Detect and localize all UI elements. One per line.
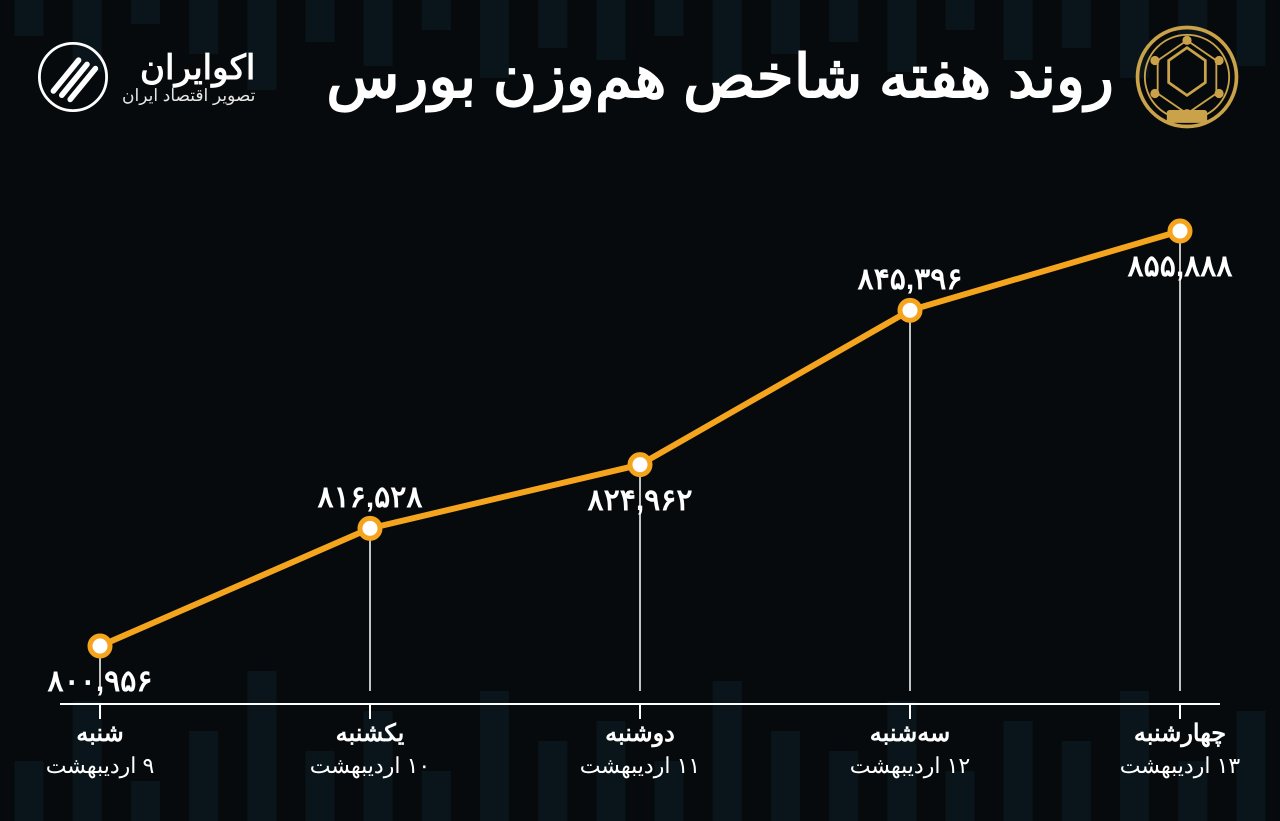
line-chart: [60, 200, 1220, 691]
brand-title: اکوایران: [122, 48, 255, 88]
brand: اکوایران تصویر اقتصاد ایران: [38, 42, 255, 112]
x-label: یکشنبه۱۰ اردیبهشت: [270, 717, 470, 781]
chart-title: روند هفته شاخص هم‌وزن بورس: [255, 42, 1132, 112]
brand-subtitle: تصویر اقتصاد ایران: [122, 86, 255, 106]
x-label: دوشنبه۱۱ اردیبهشت: [540, 717, 740, 781]
header: اکوایران تصویر اقتصاد ایران روند هفته شا…: [0, 0, 1280, 132]
x-label: شنبه۹ اردیبهشت: [0, 717, 200, 781]
x-axis: شنبه۹ اردیبهشتیکشنبه۱۰ اردیبهشتدوشنبه۱۱ …: [60, 703, 1220, 793]
bourse-emblem-icon: [1132, 22, 1242, 132]
x-label: چهارشنبه۱۳ اردیبهشت: [1080, 717, 1280, 781]
ecoiran-logo-icon: [38, 42, 108, 112]
x-label: سه‌شنبه۱۲ اردیبهشت: [810, 717, 1010, 781]
